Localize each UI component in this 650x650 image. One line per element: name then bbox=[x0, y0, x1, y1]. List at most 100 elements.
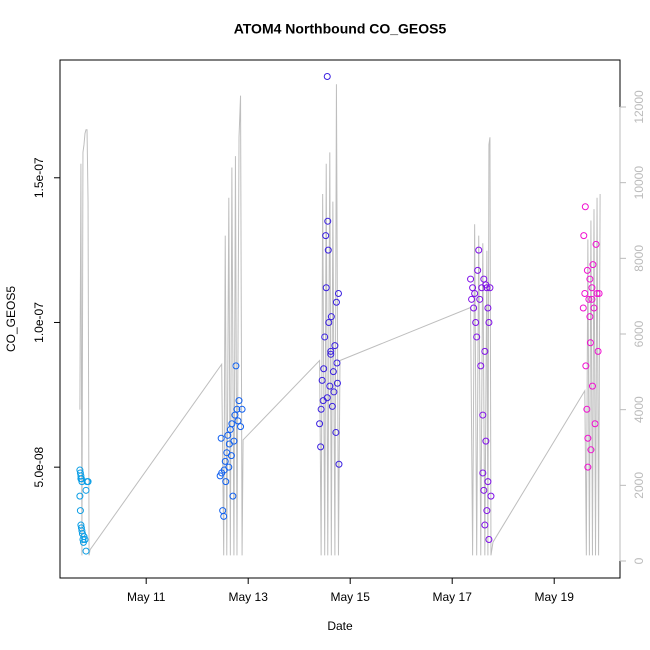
y2-tick-label: 0 bbox=[632, 557, 646, 564]
point bbox=[479, 469, 487, 477]
y2-tick-label: 2000 bbox=[632, 472, 646, 499]
y2-tick-label: 12000 bbox=[632, 90, 646, 124]
y2-tick-label: 6000 bbox=[632, 320, 646, 347]
point bbox=[228, 420, 236, 428]
y-axis-label: CO_GEOS5 bbox=[4, 286, 18, 352]
point bbox=[219, 507, 227, 515]
point bbox=[232, 362, 240, 370]
point bbox=[316, 420, 324, 428]
chart-title: ATOM4 Northbound CO_GEOS5 bbox=[234, 21, 447, 37]
point bbox=[472, 318, 480, 326]
point bbox=[229, 492, 237, 500]
x-axis-label: Date bbox=[327, 619, 353, 633]
point bbox=[588, 382, 596, 390]
point bbox=[224, 431, 232, 439]
point bbox=[332, 428, 340, 436]
point bbox=[485, 318, 493, 326]
point bbox=[238, 405, 246, 413]
point bbox=[484, 478, 492, 486]
x-tick-label: May 17 bbox=[433, 590, 473, 604]
point bbox=[484, 304, 492, 312]
point bbox=[581, 290, 589, 298]
y2-tick-label: 4000 bbox=[632, 396, 646, 423]
point bbox=[321, 333, 329, 341]
point bbox=[593, 290, 601, 298]
point bbox=[322, 284, 330, 292]
point bbox=[233, 405, 241, 413]
point bbox=[222, 478, 230, 486]
point bbox=[237, 423, 245, 431]
x-tick-label: May 13 bbox=[229, 590, 269, 604]
point bbox=[467, 275, 475, 283]
point bbox=[331, 342, 339, 350]
point bbox=[80, 533, 88, 541]
point bbox=[475, 246, 483, 254]
point bbox=[582, 362, 590, 370]
point bbox=[584, 463, 592, 471]
point bbox=[330, 388, 338, 396]
point bbox=[333, 379, 341, 387]
x-tick-label: May 19 bbox=[535, 590, 575, 604]
point bbox=[580, 232, 588, 240]
y-tick-label: 1.5e-07 bbox=[32, 157, 46, 198]
point bbox=[334, 290, 342, 298]
point bbox=[470, 304, 478, 312]
point bbox=[480, 486, 488, 494]
point bbox=[486, 284, 494, 292]
point bbox=[585, 295, 593, 303]
point bbox=[323, 394, 331, 402]
point bbox=[217, 434, 225, 442]
point bbox=[583, 405, 591, 413]
point bbox=[485, 536, 493, 544]
point bbox=[329, 368, 337, 376]
point bbox=[476, 295, 484, 303]
y-tick-label: 5.0e-08 bbox=[32, 446, 46, 487]
point bbox=[586, 275, 594, 283]
point bbox=[579, 304, 587, 312]
point bbox=[325, 318, 333, 326]
point bbox=[581, 203, 589, 211]
y-tick-label: 1.0e-07 bbox=[32, 302, 46, 343]
point bbox=[82, 547, 90, 555]
y2-tick-label: 8000 bbox=[632, 245, 646, 272]
point bbox=[328, 402, 336, 410]
point bbox=[335, 460, 343, 468]
point bbox=[235, 397, 243, 405]
point bbox=[333, 359, 341, 367]
point bbox=[76, 507, 84, 515]
point bbox=[81, 536, 89, 544]
point bbox=[584, 434, 592, 442]
point bbox=[586, 339, 594, 347]
point bbox=[594, 347, 602, 355]
point bbox=[589, 261, 597, 269]
y2-tick-label: 10000 bbox=[632, 166, 646, 200]
point bbox=[221, 457, 229, 465]
point bbox=[471, 290, 479, 298]
point bbox=[587, 446, 595, 454]
point bbox=[324, 217, 332, 225]
point bbox=[591, 420, 599, 428]
point bbox=[77, 475, 85, 483]
point bbox=[326, 382, 334, 390]
point bbox=[590, 304, 598, 312]
x-tick-label: May 15 bbox=[331, 590, 371, 604]
point bbox=[481, 347, 489, 355]
point bbox=[483, 507, 491, 515]
point bbox=[225, 463, 233, 471]
point bbox=[480, 275, 488, 283]
point bbox=[468, 295, 476, 303]
point bbox=[220, 512, 228, 520]
point bbox=[230, 437, 238, 445]
point bbox=[474, 266, 482, 274]
point bbox=[327, 350, 335, 358]
point bbox=[586, 313, 594, 321]
point bbox=[76, 492, 84, 500]
point bbox=[322, 232, 330, 240]
point bbox=[583, 266, 591, 274]
point bbox=[327, 313, 335, 321]
point bbox=[473, 333, 481, 341]
point bbox=[317, 443, 325, 451]
altitude-line bbox=[79, 84, 601, 556]
point bbox=[482, 437, 490, 445]
